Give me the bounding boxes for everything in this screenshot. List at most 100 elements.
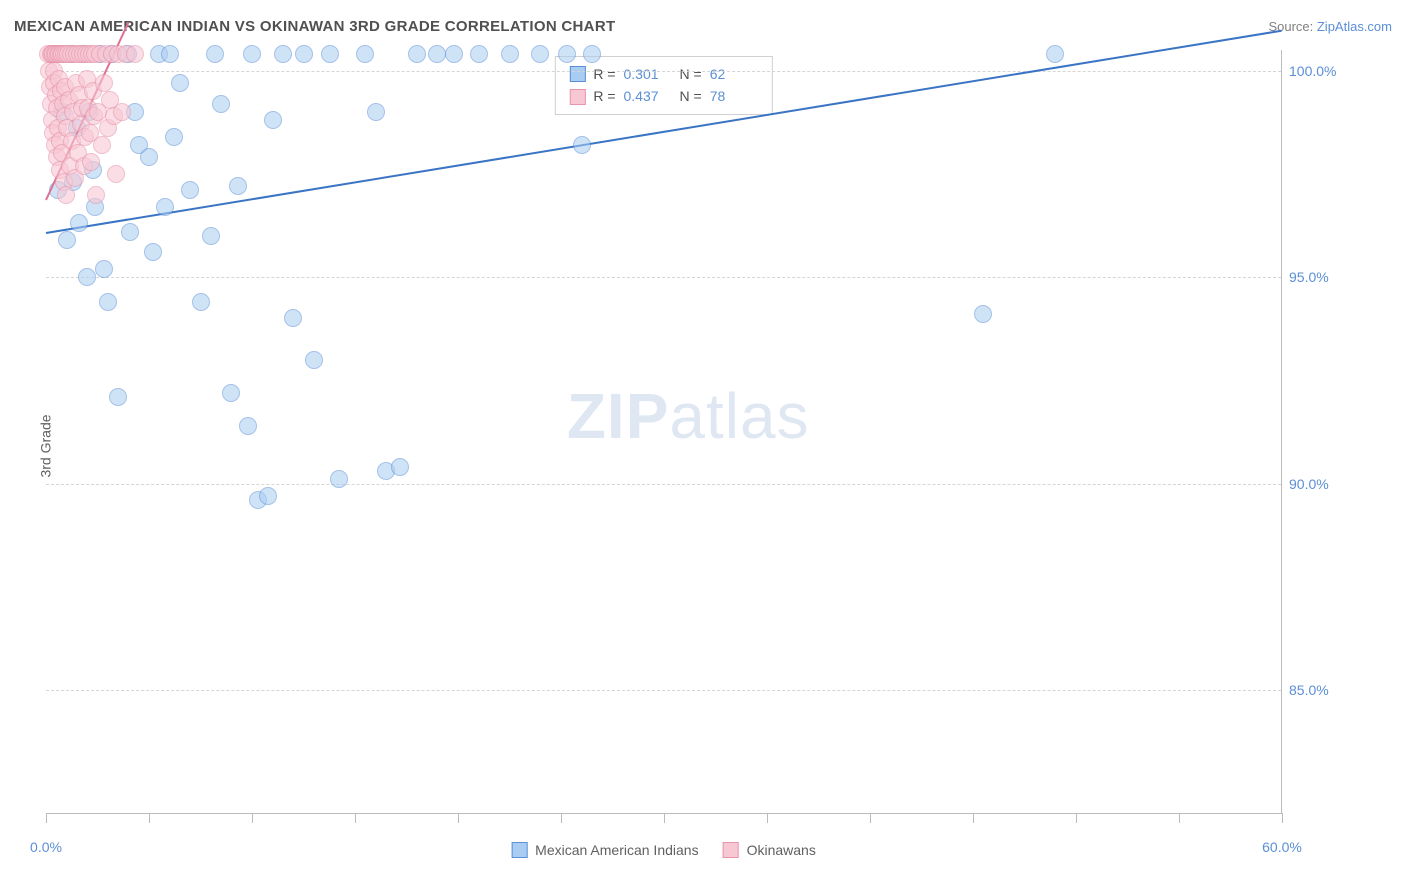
x-tick [46,813,47,823]
data-point [264,111,282,129]
data-point [445,45,463,63]
data-point [156,198,174,216]
source-link[interactable]: ZipAtlas.com [1317,19,1392,34]
x-tick [767,813,768,823]
source-attribution: Source: ZipAtlas.com [1268,19,1392,34]
legend-item: Mexican American Indians [511,842,698,858]
legend-label: Okinawans [747,842,816,858]
legend: Mexican American Indians Okinawans [511,842,816,858]
data-point [99,293,117,311]
gridline [46,484,1281,485]
data-point [259,487,277,505]
data-point [470,45,488,63]
data-point [58,231,76,249]
x-tick [1282,813,1283,823]
data-point [121,223,139,241]
gridline [46,71,1281,72]
data-point [144,243,162,261]
stat-r-value: 0.301 [624,63,672,85]
data-point [531,45,549,63]
x-tick [149,813,150,823]
legend-swatch [511,842,527,858]
data-point [95,74,113,92]
x-tick [252,813,253,823]
data-point [583,45,601,63]
stat-n-label: N = [680,63,702,85]
data-point [202,227,220,245]
data-point [1046,45,1064,63]
data-point [95,260,113,278]
data-point [974,305,992,323]
stat-r-value: 0.437 [624,85,672,107]
data-point [330,470,348,488]
data-point [408,45,426,63]
data-point [222,384,240,402]
stat-r-label: R = [593,85,615,107]
legend-label: Mexican American Indians [535,842,698,858]
x-tick [561,813,562,823]
watermark-rest: atlas [669,380,809,452]
scatter-chart: ZIPatlas R =0.301N =62R =0.437N =78 Mexi… [46,50,1282,814]
x-tick [973,813,974,823]
chart-title: MEXICAN AMERICAN INDIAN VS OKINAWAN 3RD … [14,18,615,35]
x-tick [1076,813,1077,823]
data-point [573,136,591,154]
data-point [70,214,88,232]
x-tick [458,813,459,823]
data-point [113,103,131,121]
data-point [87,186,105,204]
data-point [284,309,302,327]
data-point [107,165,125,183]
data-point [558,45,576,63]
data-point [274,45,292,63]
data-point [501,45,519,63]
x-tick [355,813,356,823]
legend-item: Okinawans [723,842,816,858]
data-point [305,351,323,369]
gridline [46,690,1281,691]
data-point [367,103,385,121]
data-point [161,45,179,63]
y-tick-label: 90.0% [1289,476,1359,492]
chart-header: MEXICAN AMERICAN INDIAN VS OKINAWAN 3RD … [14,18,1392,35]
data-point [140,148,158,166]
data-point [229,177,247,195]
x-tick [1179,813,1180,823]
data-point [206,45,224,63]
data-point [356,45,374,63]
y-tick-label: 100.0% [1289,63,1359,79]
stat-n-label: N = [680,85,702,107]
data-point [243,45,261,63]
data-point [391,458,409,476]
data-point [428,45,446,63]
data-point [57,186,75,204]
data-point [181,181,199,199]
data-point [82,153,100,171]
stat-swatch [569,89,585,105]
data-point [295,45,313,63]
legend-swatch [723,842,739,858]
x-tick [664,813,665,823]
stat-row: R = 0.437 N = 78 [569,85,757,107]
gridline [46,277,1281,278]
data-point [171,74,189,92]
data-point [78,268,96,286]
data-point [239,417,257,435]
y-tick-label: 95.0% [1289,269,1359,285]
data-point [109,388,127,406]
y-tick-label: 85.0% [1289,682,1359,698]
stat-n-value: 78 [710,85,758,107]
x-tick-label: 0.0% [30,839,62,855]
data-point [126,45,144,63]
data-point [321,45,339,63]
data-point [192,293,210,311]
stat-swatch [569,66,585,82]
stat-n-value: 62 [710,63,758,85]
stat-r-label: R = [593,63,615,85]
data-point [212,95,230,113]
watermark: ZIPatlas [567,379,810,453]
stats-legend-box: R = 0.301 N = 62 R = 0.437 N = 78 [554,56,772,115]
stat-row: R = 0.301 N = 62 [569,63,757,85]
watermark-bold: ZIP [567,380,670,452]
x-tick-label: 60.0% [1262,839,1302,855]
